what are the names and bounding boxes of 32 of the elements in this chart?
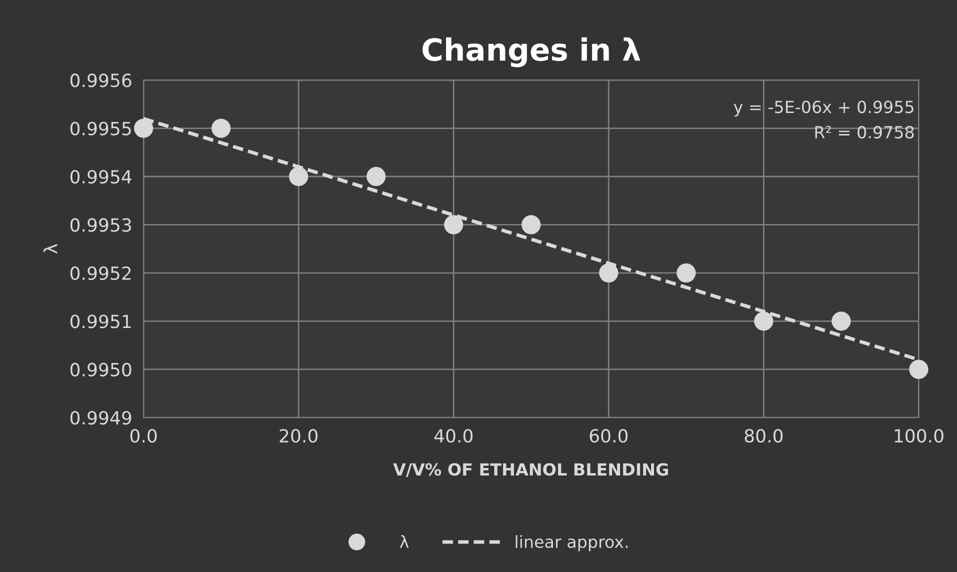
point	[754, 312, 774, 331]
y-tick-label: 0.9954	[70, 170, 132, 184]
x-tick-label: 40.0	[434, 428, 473, 443]
y-tick-label: 0.9953	[70, 218, 131, 232]
point	[289, 166, 308, 186]
x-tick-label: 20.0	[280, 428, 318, 443]
point	[676, 263, 696, 282]
x-tick-label: 80.0	[744, 428, 783, 443]
chart-title: Changes in λ	[422, 37, 640, 68]
point	[444, 215, 464, 234]
y-tick-label: 0.9951	[70, 314, 131, 328]
point	[599, 263, 618, 282]
y-tick-label: 0.9956	[70, 74, 132, 88]
point	[909, 360, 928, 379]
x-tick-label: 0.0	[130, 428, 157, 443]
legend-label: λ	[400, 535, 409, 548]
x-tick-label: 60.0	[590, 428, 628, 443]
y-tick-label: 0.9950	[70, 362, 132, 376]
point	[134, 118, 154, 138]
point	[522, 215, 541, 234]
point	[211, 118, 231, 138]
y-axis-title: λ	[43, 244, 58, 254]
x-axis-title: V/V% OF ETHANOL BLENDING	[393, 463, 668, 478]
x-tick-label: 100.0	[894, 428, 944, 443]
y-tick-label: 0.9949	[70, 411, 132, 425]
legend-label: linear approx.	[516, 535, 628, 552]
y-tick-label: 0.9952	[70, 266, 131, 280]
annotation: R² = 0.9758	[815, 126, 914, 139]
point	[832, 312, 851, 331]
y-tick-label: 0.9955	[70, 122, 131, 136]
point	[366, 166, 386, 186]
annotation: y = -5E-06x + 0.9955	[734, 100, 914, 116]
